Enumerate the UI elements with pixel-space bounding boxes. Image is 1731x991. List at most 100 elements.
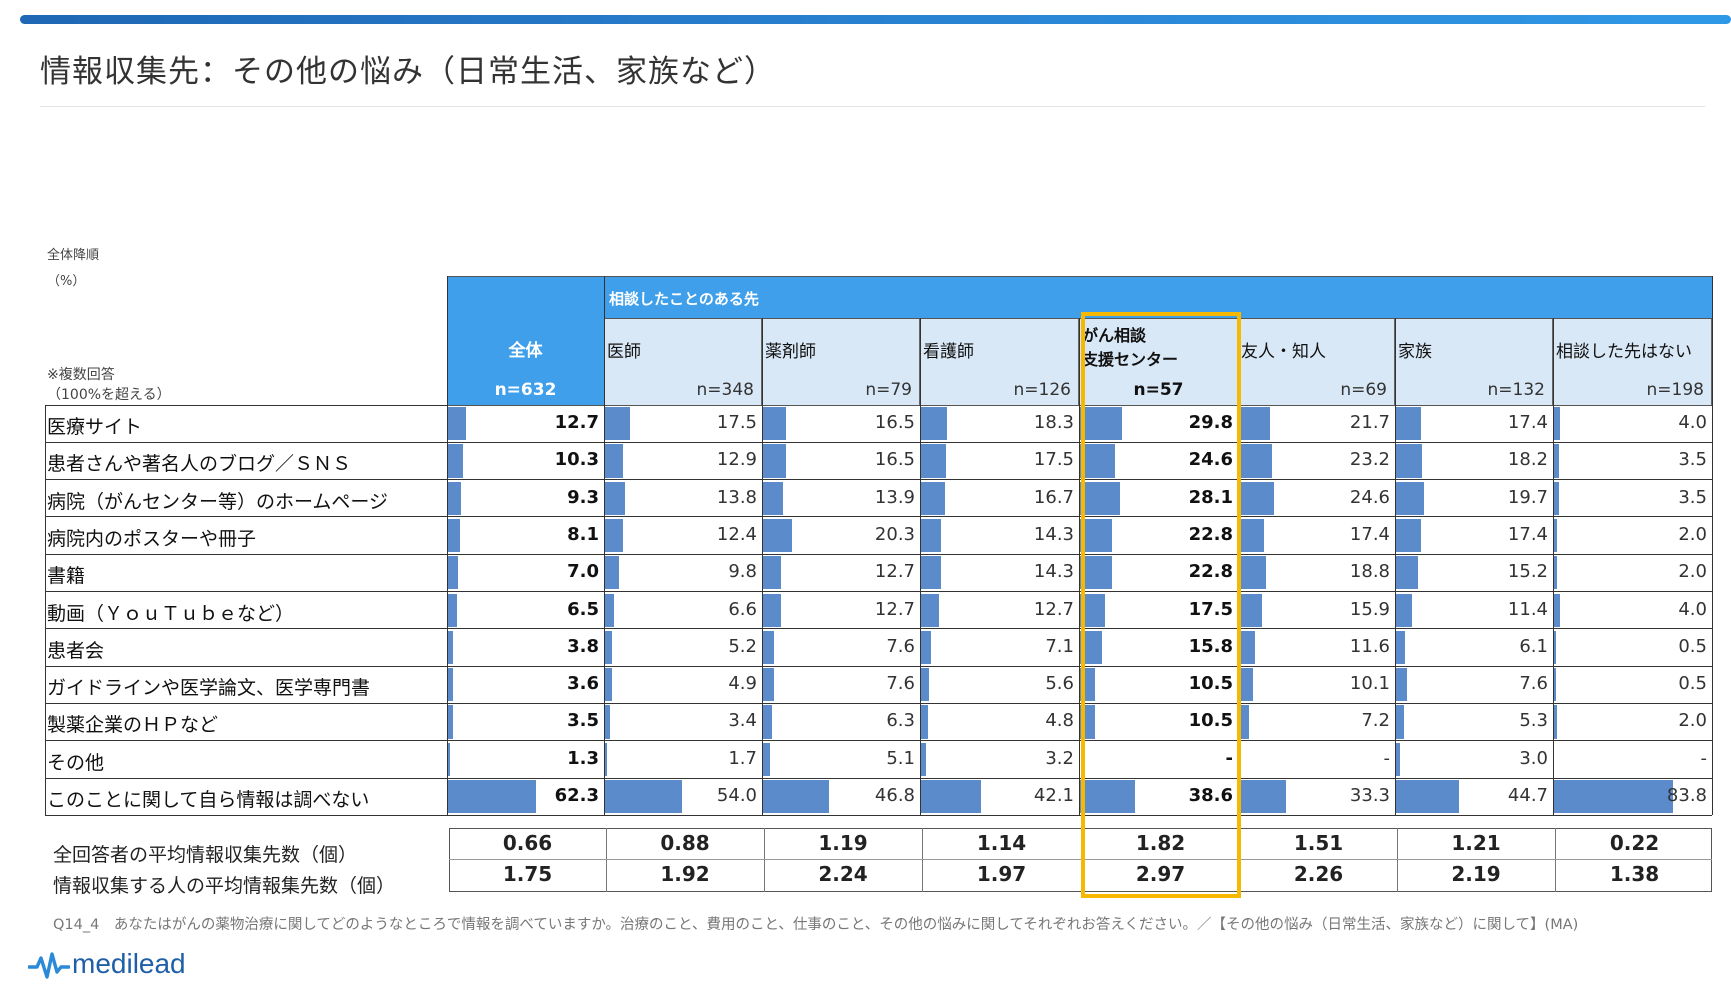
cell-value: 15.2	[1507, 561, 1548, 583]
cell-value: 12.7	[874, 598, 915, 620]
column-header-cell	[1553, 318, 1712, 405]
table-column-line	[1394, 318, 1396, 816]
cell-value: 6.1	[1519, 635, 1548, 657]
column-sample-size: n=69	[1340, 380, 1387, 400]
column-header-cell	[1238, 318, 1395, 405]
summary-value: 0.88	[660, 831, 710, 855]
cell-value: 0.5	[1678, 673, 1707, 695]
cell-value: -	[1383, 747, 1391, 769]
column-header-name: 友人・知人	[1241, 342, 1326, 362]
data-bar	[1554, 407, 1560, 441]
table-column-line	[761, 318, 763, 816]
column-header-name: 家族	[1398, 342, 1432, 362]
cell-value: 8.1	[567, 523, 599, 545]
data-bar	[1554, 556, 1557, 590]
data-bar	[605, 668, 612, 702]
data-bar	[921, 481, 945, 515]
pulse-icon	[28, 952, 70, 979]
data-bar	[448, 593, 458, 627]
table-row-line	[45, 740, 1712, 742]
data-bar	[1554, 668, 1556, 702]
cell-value: 1.3	[567, 747, 599, 769]
table-row-line	[45, 814, 1712, 816]
cell-value: 22.8	[1188, 523, 1233, 545]
cell-value: 12.4	[716, 523, 757, 545]
cell-value: 24.6	[1188, 449, 1233, 471]
data-bar	[1396, 593, 1413, 627]
unit-note: （%）	[47, 274, 86, 289]
cell-value: 3.0	[1519, 747, 1548, 769]
data-bar	[1396, 630, 1405, 665]
cell-value: 2.0	[1678, 523, 1707, 545]
cell-value: 18.2	[1507, 449, 1548, 471]
data-bar	[1554, 481, 1559, 515]
cell-value: 5.3	[1519, 710, 1548, 732]
group-header-band	[604, 276, 1712, 318]
cell-value: 38.6	[1188, 785, 1233, 806]
cell-value: 9.8	[728, 561, 757, 583]
cell-value: 20.3	[874, 523, 915, 545]
cell-value: 44.7	[1507, 785, 1548, 806]
multi-answer-note: ※複数回答	[47, 367, 115, 383]
table-row-line	[45, 777, 1712, 779]
data-bar	[1396, 444, 1422, 478]
data-bar	[1396, 481, 1424, 515]
column-header-name: 薬剤師	[765, 342, 816, 362]
summary-value: 1.92	[660, 862, 710, 886]
cell-value: 7.6	[886, 673, 915, 695]
data-bar	[1080, 630, 1103, 665]
cell-value: 3.5	[1678, 486, 1707, 508]
cell-value: 12.9	[716, 449, 757, 471]
cell-value: 7.0	[567, 561, 599, 583]
data-bar	[921, 593, 940, 627]
row-label: 製薬企業のＨＰなど	[47, 714, 219, 737]
cell-value: 16.7	[1033, 486, 1074, 508]
cell-value: 5.2	[728, 635, 757, 657]
cell-value: 17.4	[1349, 523, 1390, 545]
table-row-line	[45, 441, 1712, 443]
row-label: 書籍	[47, 565, 86, 588]
top-accent-bar	[20, 15, 1731, 24]
data-bar	[1239, 630, 1256, 665]
cell-value: -	[1700, 747, 1708, 769]
data-bar	[763, 407, 787, 441]
cell-value: 54.0	[716, 785, 757, 806]
cell-value: 15.8	[1188, 635, 1233, 657]
data-bar	[1239, 407, 1270, 441]
multi-answer-note-2: （100%を超える）	[47, 387, 171, 403]
data-bar	[1080, 407, 1123, 441]
summary-value: 1.82	[1135, 831, 1186, 855]
summary-value: 2.24	[818, 862, 868, 886]
cell-value: 6.6	[728, 598, 757, 620]
table-column-line	[1552, 318, 1554, 816]
header-border	[447, 276, 1712, 277]
table-row-line	[45, 665, 1712, 667]
question-footnote: Q14_4 あなたはがんの薬物治療に関してどのようなところで情報を調べていますか…	[53, 917, 1579, 933]
cell-value: 21.7	[1349, 412, 1390, 433]
cell-value: 13.9	[874, 486, 915, 508]
data-bar	[448, 556, 458, 590]
row-label: 患者会	[47, 639, 105, 662]
column-sample-size: n=132	[1487, 380, 1545, 400]
data-bar	[921, 444, 946, 478]
summary-value: 1.75	[502, 862, 553, 886]
summary-column-line	[922, 828, 923, 892]
summary-column-line	[1555, 828, 1556, 892]
data-bar	[921, 407, 947, 441]
cell-value: 3.4	[728, 710, 757, 732]
data-bar	[605, 407, 630, 441]
data-bar	[605, 780, 682, 814]
header-border	[447, 405, 1712, 406]
cell-value: 17.4	[1507, 523, 1548, 545]
cell-value: 12.7	[1033, 598, 1074, 620]
data-bar	[1396, 742, 1401, 776]
summary-value: 0.22	[1609, 831, 1660, 855]
cell-value: 14.3	[1033, 561, 1074, 583]
cell-value: 11.4	[1507, 598, 1548, 620]
column-sample-size: n=198	[1646, 380, 1704, 400]
data-bar	[448, 481, 462, 515]
data-bar	[1080, 518, 1113, 553]
data-bar	[921, 780, 981, 814]
cell-value: 3.6	[567, 673, 599, 695]
row-label: ガイドラインや医学論文、医学専門書	[47, 677, 371, 700]
